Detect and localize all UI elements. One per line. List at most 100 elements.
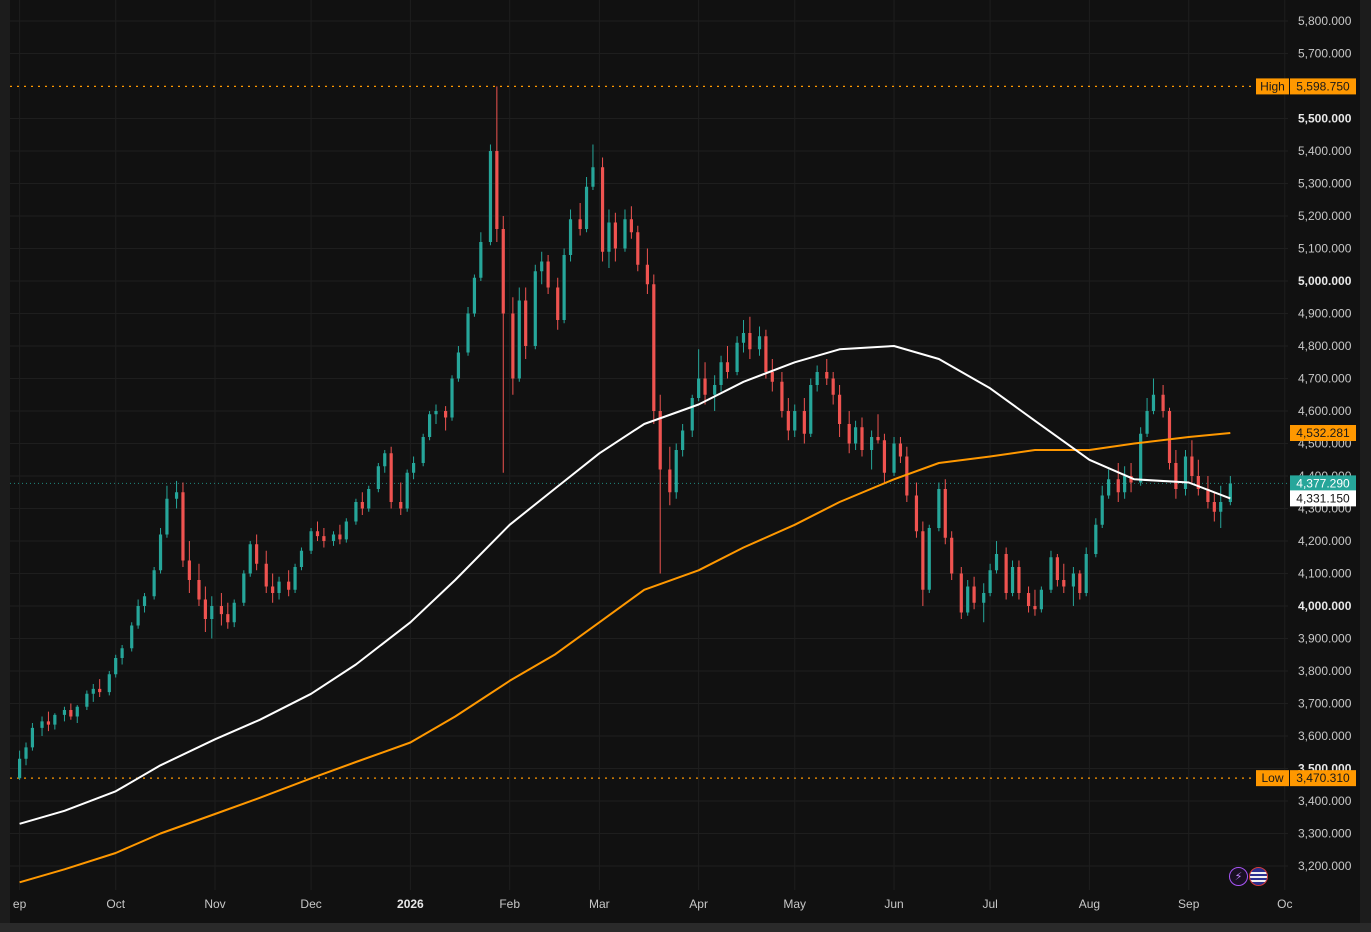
candle-body	[1206, 489, 1210, 502]
candle-body	[344, 521, 348, 540]
candle-body	[1010, 567, 1015, 593]
candle-body	[584, 186, 589, 229]
x-tick-label: Mar	[589, 897, 610, 911]
x-tick-label: Oc	[1277, 897, 1292, 911]
candle-body	[142, 596, 147, 606]
candle-body	[219, 606, 223, 615]
candle-body	[130, 625, 134, 649]
candle-body	[1212, 502, 1216, 512]
candle-body	[703, 378, 707, 395]
candle-body	[53, 714, 57, 725]
candle-body	[30, 727, 35, 748]
candle-body	[870, 437, 874, 450]
orange_ma_value-value: 4,532.281	[1296, 426, 1350, 440]
right-edge	[1360, 0, 1371, 923]
candle-body	[668, 469, 672, 493]
candle-body	[943, 489, 947, 538]
orange_ma_value-value-bg	[1290, 425, 1356, 442]
candle-body	[892, 443, 896, 473]
x-tick-label: Jul	[982, 897, 997, 911]
left-edge	[0, 0, 10, 923]
candle-body	[293, 567, 297, 590]
candle-body	[1167, 411, 1172, 463]
candle-body	[1116, 479, 1120, 493]
candle-body	[501, 229, 505, 314]
price-flags: High 5,598.750 Low 3,470.310 4,532.281 4,377.…	[1256, 78, 1356, 787]
candle-body	[1049, 557, 1053, 590]
candle-body	[114, 658, 118, 675]
candle-body	[876, 437, 880, 441]
y-tick-label: 3,900.000	[1298, 632, 1352, 646]
y-tick-label: 4,800.000	[1298, 339, 1352, 353]
candle-body	[210, 606, 214, 619]
candle-body	[309, 531, 313, 551]
candle-body	[488, 151, 493, 242]
x-tick-label: Jun	[884, 897, 903, 911]
x-tick-label: Sep	[1178, 897, 1200, 911]
candle-body	[399, 502, 403, 509]
candle-body	[741, 333, 746, 343]
candle-body	[860, 427, 864, 450]
candle-body	[322, 536, 326, 541]
candle-body	[713, 385, 717, 395]
candle-body	[959, 573, 963, 613]
candle-body	[411, 463, 416, 473]
candle-body	[248, 544, 252, 574]
x-tick-label: 2026	[397, 897, 424, 911]
candle-body	[18, 758, 22, 779]
x-axis[interactable]: ep Oct Nov Dec 2026 Feb Mar Apr May Jun Jul Aug Sep O…	[13, 897, 1293, 911]
candle-body	[277, 581, 281, 593]
us-flag-icon[interactable]	[1249, 867, 1268, 886]
candle-body	[1026, 593, 1031, 606]
y-tick-label: 4,600.000	[1298, 404, 1352, 418]
candle-body	[299, 550, 304, 567]
y-tick-label: 3,400.000	[1298, 794, 1352, 808]
candle-body	[1151, 394, 1156, 411]
candle-body	[1004, 554, 1008, 593]
candle-body	[927, 528, 931, 590]
candle-body	[158, 534, 163, 571]
candle-body	[376, 466, 380, 489]
candle-body	[636, 232, 640, 265]
candle-body	[444, 411, 448, 418]
candle-body	[937, 489, 941, 528]
candle-body	[533, 271, 537, 346]
last_price-value: 4,377.290	[1296, 476, 1350, 490]
candle-body	[982, 593, 986, 603]
candle-body	[690, 398, 694, 431]
candle-body	[1017, 567, 1021, 593]
candle-body	[271, 586, 275, 593]
candle-body	[91, 688, 95, 694]
candle-body	[466, 313, 470, 353]
candle-body	[921, 531, 925, 590]
candle-body	[40, 721, 44, 728]
candle-body	[568, 219, 573, 255]
low-label-bg	[1256, 770, 1289, 787]
candle-body	[988, 570, 992, 593]
candle-body	[613, 222, 617, 249]
candle-body	[793, 411, 797, 431]
y-tick-label: 5,300.000	[1298, 177, 1352, 191]
candle-body	[882, 440, 887, 473]
y-axis[interactable]: 3,200.0003,300.0003,400.0003,500.0003,60…	[1298, 14, 1352, 873]
candle-body	[421, 437, 425, 463]
candle-body	[837, 394, 842, 424]
candle-body	[517, 300, 521, 379]
x-tick-label: Oct	[106, 897, 125, 911]
candle-body	[165, 498, 169, 535]
y-tick-label: 4,700.000	[1298, 372, 1352, 386]
candle-body	[360, 502, 364, 509]
candle-body	[187, 560, 191, 580]
lightning-icon[interactable]: ⚡	[1229, 867, 1248, 886]
candle-body	[1055, 557, 1059, 580]
candle-body	[331, 534, 336, 541]
candle-body	[1161, 394, 1165, 411]
y-tick-label: 5,700.000	[1298, 47, 1352, 61]
y-tick-label: 5,400.000	[1298, 144, 1352, 158]
candle-body	[264, 563, 268, 587]
candle-body	[98, 688, 102, 693]
candle-body	[1062, 580, 1066, 587]
candle-body	[674, 450, 678, 493]
